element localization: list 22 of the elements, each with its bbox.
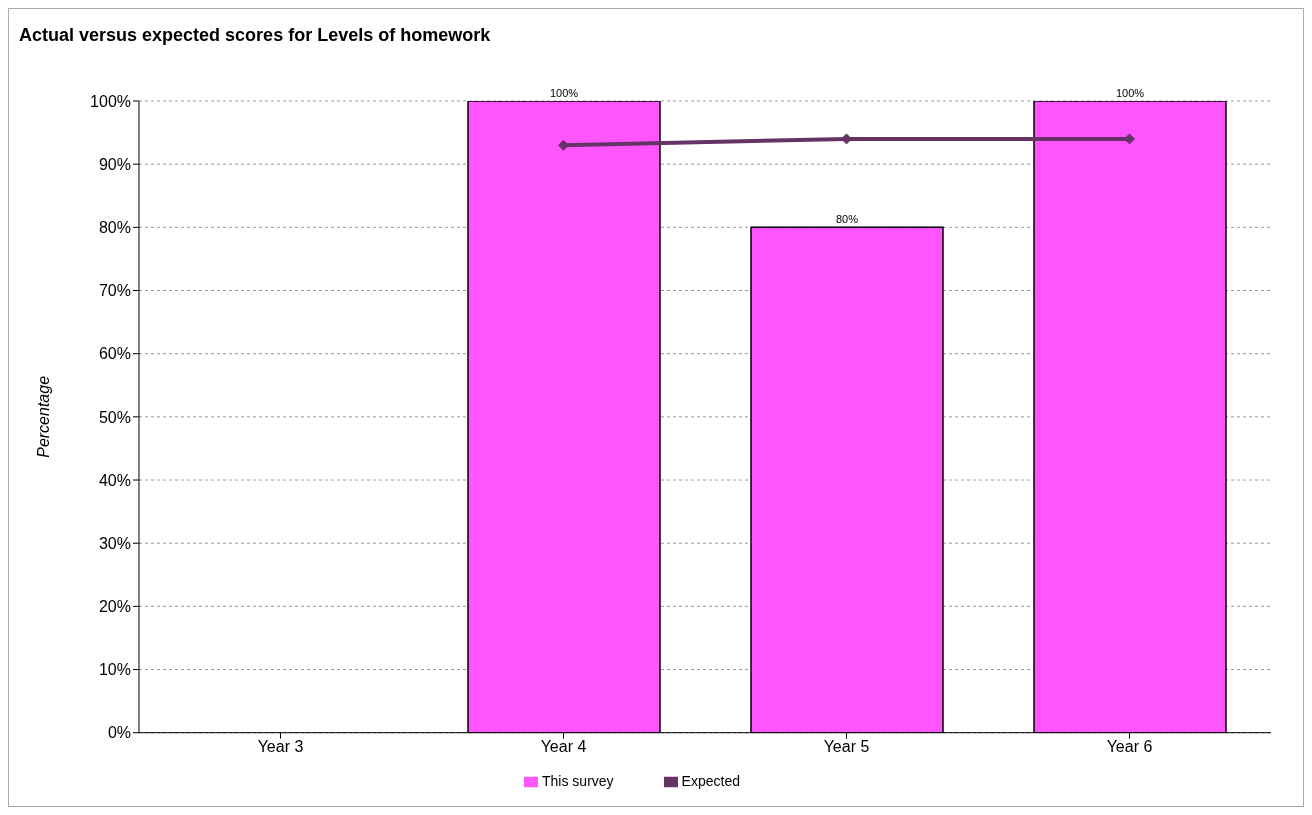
- chart-title: Actual versus expected scores for Levels of homework: [19, 25, 491, 46]
- data-label: 100%: [549, 87, 579, 99]
- y-tick-label: 60%: [98, 345, 131, 363]
- y-tick-label: 10%: [98, 661, 131, 679]
- y-axis-title: Percentage: [34, 375, 52, 458]
- y-tick-label: 80%: [98, 219, 131, 237]
- y-tick-label: 0%: [107, 724, 131, 742]
- y-tick-label: 40%: [98, 471, 131, 489]
- legend-label: This survey: [542, 772, 614, 789]
- x-tick-label: Year 3: [257, 738, 304, 756]
- y-tick-label: 30%: [98, 534, 131, 552]
- x-tick-label: Year 4: [540, 738, 587, 756]
- data-label: 80%: [835, 213, 859, 226]
- y-tick-label: 100%: [90, 92, 131, 110]
- y-tick-label: 20%: [98, 598, 131, 616]
- y-tick-label: 50%: [98, 408, 131, 426]
- y-tick-label: 90%: [98, 155, 131, 173]
- x-tick-label: Year 6: [1106, 738, 1153, 756]
- legend-label: Expected: [681, 772, 740, 789]
- data-label: 100%: [1115, 87, 1145, 99]
- y-tick-label: 70%: [98, 282, 131, 300]
- x-tick-label: Year 5: [823, 738, 870, 756]
